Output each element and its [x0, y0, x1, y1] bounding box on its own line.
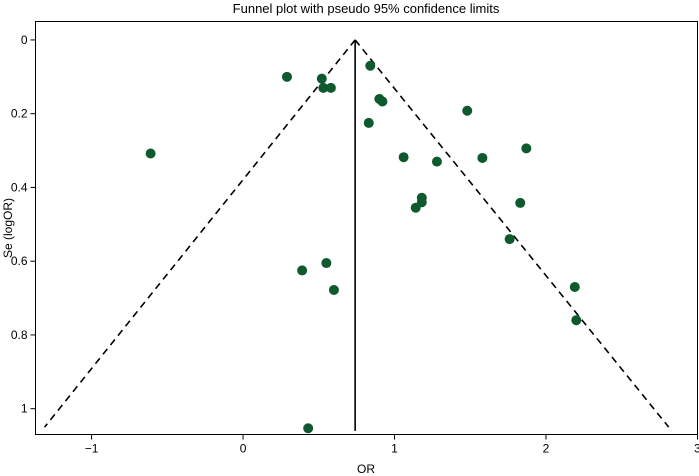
y-axis: 0 0.2 0.4 0.6 0.8 1	[11, 33, 36, 416]
chart-title: Funnel plot with pseudo 95% confidence l…	[233, 1, 500, 16]
data-point	[328, 284, 339, 295]
data-point	[515, 197, 526, 208]
x-tick-label: −1	[85, 442, 99, 456]
data-point	[377, 96, 388, 107]
data-point	[297, 265, 308, 276]
y-axis-label: Se (logOR)	[1, 198, 15, 258]
x-tick-label: 2	[543, 442, 550, 456]
lower-confidence-limit-line	[43, 39, 356, 428]
y-tick-label: 1	[21, 402, 28, 416]
data-point	[431, 156, 442, 167]
data-point	[571, 315, 582, 326]
data-point	[325, 82, 336, 93]
x-tick-label: 0	[240, 442, 247, 456]
upper-confidence-limit-line	[354, 39, 670, 428]
data-point	[281, 71, 292, 82]
data-point	[410, 202, 421, 213]
data-point	[569, 282, 580, 292]
y-tick-label: 0	[21, 33, 28, 47]
y-tick-label: 0.2	[11, 107, 28, 121]
data-point	[363, 117, 374, 128]
x-tick-label: 1	[391, 442, 398, 456]
data-point	[321, 258, 332, 269]
data-point	[462, 105, 473, 116]
data-point	[398, 152, 409, 163]
data-point	[145, 148, 156, 159]
data-point	[477, 152, 488, 163]
x-axis: −1 0 1 2 3	[85, 434, 699, 456]
y-tick-label: 0.8	[11, 328, 28, 342]
x-tick-label: 3	[694, 442, 699, 456]
data-point	[504, 234, 515, 245]
data-point	[303, 423, 314, 434]
funnel-lines	[43, 39, 670, 431]
data-point	[316, 73, 327, 84]
x-axis-label: OR	[357, 462, 375, 476]
y-tick-label: 0.6	[11, 254, 28, 268]
data-point	[318, 82, 329, 93]
data-point	[521, 143, 532, 154]
data-point	[365, 60, 376, 71]
data-points	[145, 60, 582, 434]
y-tick-label: 0.4	[11, 180, 28, 194]
plot-frame	[35, 21, 698, 435]
